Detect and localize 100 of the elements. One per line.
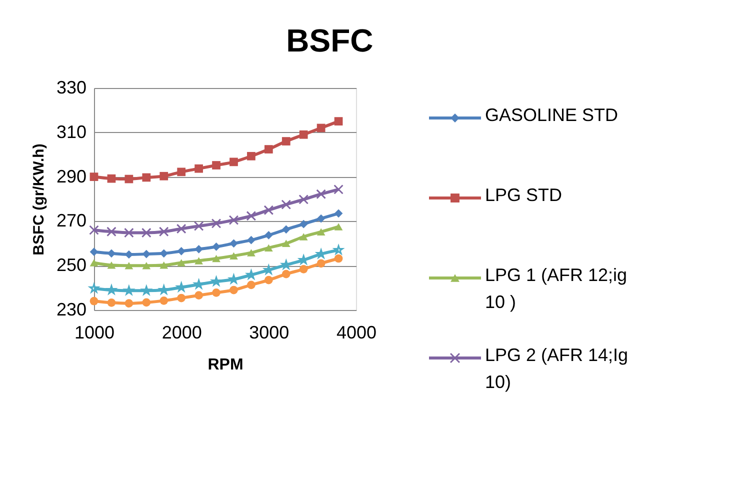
point [194,244,203,254]
point [106,285,116,294]
point [281,260,291,270]
point [334,209,343,218]
point [282,137,290,146]
point [194,291,203,300]
legend-label: LPG 1 (AFR 12;ig 10 ) [485,265,628,312]
point [316,214,326,223]
point [230,286,238,294]
point [160,296,168,305]
point [334,245,344,254]
point [247,249,256,256]
point [194,257,203,264]
point [90,172,98,181]
point [246,270,256,280]
y-tick-label: 230 [56,300,86,320]
point [124,299,134,308]
point [299,233,308,240]
point [334,223,343,230]
point [176,282,186,292]
point [264,205,274,216]
point [90,296,98,306]
point [282,270,290,278]
point [264,244,273,252]
point [281,200,292,210]
point [194,164,203,173]
y-tick-label: 330 [56,78,86,98]
point [194,280,204,289]
point [177,168,186,176]
point [124,174,134,184]
point [316,249,326,258]
point [316,189,326,200]
point [247,236,256,244]
point [107,262,116,269]
point [247,280,256,290]
point [299,220,308,228]
x-axis-title: RPM [208,356,244,374]
y-tick-label: 290 [56,166,86,186]
point [194,221,204,232]
point [124,228,134,238]
point [230,158,238,166]
point [107,174,116,183]
point [142,262,151,270]
point [334,184,344,194]
point [212,161,220,170]
legend-label: LPG 2 (AFR 14;Ig 10) [485,345,628,392]
point [90,259,98,266]
point [212,242,220,251]
point [89,225,99,236]
point [282,240,290,248]
point [89,284,99,293]
point [334,117,343,126]
point [106,226,116,237]
point [141,228,152,238]
y-axis-title: BSFC (gr/KW.h) [30,144,48,256]
x-tick-label: 2000 [162,322,202,342]
point [107,298,116,307]
point [298,255,308,264]
point [228,215,239,226]
point [124,286,134,295]
point [247,152,256,160]
point [124,262,134,270]
point [212,254,220,262]
chart-title: BSFC [286,22,374,58]
point [246,210,256,221]
point [264,231,273,240]
point [90,248,98,256]
point [316,124,326,132]
point [298,194,309,204]
x-tick-label: 1000 [74,322,115,342]
point [160,262,168,269]
point [316,228,326,236]
point [334,254,343,263]
point [159,285,169,294]
x-tick-label: 4000 [336,322,377,342]
point [230,239,238,248]
point [316,259,326,268]
point [160,172,168,180]
point [142,173,151,182]
y-tick-label: 270 [56,210,86,231]
legend-label: GASOLINE STD [485,105,618,125]
y-tick-label: 250 [56,255,86,276]
point [142,286,152,295]
point [158,226,169,237]
legend-label: LPG STD [485,185,562,205]
point [211,218,222,228]
point [264,276,273,284]
point [299,130,308,139]
point [264,265,274,274]
point [142,298,151,307]
point [177,294,186,302]
point [282,225,290,234]
point [299,264,308,274]
point [212,288,220,297]
y-tick-label: 310 [56,122,86,142]
x-tick-label: 3000 [249,322,290,342]
point [264,145,273,154]
point [230,252,238,260]
point [177,259,186,266]
point [176,224,186,234]
